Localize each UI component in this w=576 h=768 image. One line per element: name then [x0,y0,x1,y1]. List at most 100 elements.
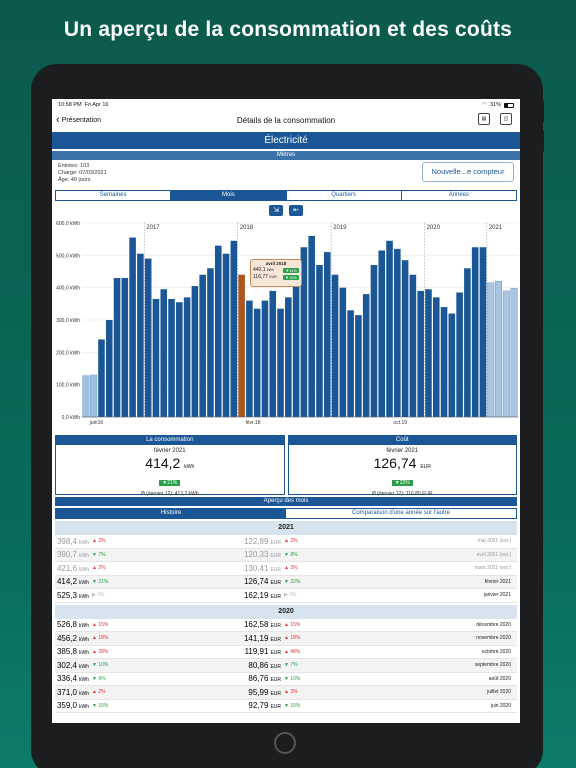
row-kwh-unit: kWh [79,704,89,711]
year-marker-label: 2021 [489,225,503,231]
chart-bar [98,339,105,417]
row-eur: 95,99 [248,687,269,697]
row-kwh-unit: kWh [79,677,89,684]
back-button[interactable]: ‹ Présentation [56,114,101,126]
month-row[interactable]: 336,4 kWh ▼ 9% 86,76 EUR ▼ 10% août 2020 [55,673,517,686]
chart-bar [502,290,510,418]
chart-bar [362,294,370,417]
meter-info-panel: Entrées: 103 Charge: 07/03/2021 Âge: 40 … [52,160,520,188]
tab-year-comparison[interactable]: Comparaison d'une année sur l'autre [351,510,451,516]
chart-toolbar: ⇲ ⇤ [52,203,520,217]
chart-bar [253,308,261,417]
row-eur-unit: EUR [270,690,281,697]
row-kwh-change-value: 18% [98,635,109,642]
chart-bar [144,258,152,417]
row-kwh-cell: 302,4 kWh [55,661,89,670]
row-month: mai 2021 (est.) [477,538,511,545]
row-eur-change: ▼ 10% [284,675,301,682]
row-month: août 2020 [488,675,511,682]
year-marker-label: 2019 [333,225,347,231]
row-month: janvier 2021 [483,592,511,599]
tab-history[interactable]: Histoire [56,509,286,518]
chart-bar [207,268,214,417]
chart-bar [129,237,136,417]
row-eur-change: ▲ 3% [284,565,298,572]
row-kwh-unit: kWh [79,539,89,546]
month-row[interactable]: 525,3 kWh ▶ 0% 162,19 EUR ▶ 0% janvier 2021 [55,589,517,603]
chart-zoom-icon[interactable]: ⇲ [269,204,283,216]
month-row[interactable]: 398,4 kWh ▲ 2% 122,89 EUR ▲ 2% mai 2021 (est.) [55,535,517,549]
tooltip-kwh-change: ▼11% [283,267,299,273]
row-eur: 126,74 [243,577,269,587]
cost-value: 126,74 [373,455,417,471]
overview-header: Aperçu des mois [55,497,517,506]
x-tick-label: févr.18 [246,420,261,426]
tab-years[interactable]: Années [448,192,470,198]
row-eur-change: ▼ 15% [284,702,301,709]
pdf-export-icon[interactable]: ▤ [478,113,490,125]
tab-weeks[interactable]: Semaines [56,191,172,200]
chart-bar [331,274,339,417]
meter-icon[interactable]: ◫ [500,113,512,125]
consumption-period: février 2021 [153,448,186,454]
row-eur-change-value: 18% [290,635,301,642]
row-eur-change: ▲ 15% [284,621,301,628]
row-eur-change: ▶ 0% [284,592,297,599]
consumption-chart[interactable]: 0,0 kWh 100,0 kWh 200,0 kWh 300,0 kWh 400,0 … [52,217,520,433]
month-row[interactable]: 302,4 kWh ▼ 10% 80,86 EUR ▼ 7% septembre 2020 [55,659,517,673]
row-kwh-change: ▼ 21% [92,578,109,585]
row-kwh: 371,0 [56,687,77,697]
row-eur: 119,91 [244,647,269,657]
status-time: 10:58 PM [58,102,82,108]
month-row[interactable]: 414,2 kWh ▼ 21% 126,74 EUR ▼ 22% février 2021 [55,575,517,589]
chart-bar [316,265,323,417]
chart-bar [370,265,378,417]
tab-months[interactable]: Mois [171,191,287,200]
month-row[interactable]: 390,7 kWh ▼ 7% 120,33 EUR ▼ 8% avril 2021 (est… [55,548,517,562]
consumption-card: La consommation février 2021 414,2 kWh ▼… [55,435,285,497]
row-eur-unit: EUR [270,663,281,670]
chart-bar [323,252,331,417]
row-kwh-change: ▲ 15% [92,621,109,628]
tooltip-eur-change-value: 10% [288,274,297,280]
chart-bar [105,320,113,417]
chart-scroll-icon[interactable]: ⇤ [289,204,303,216]
chart-bar [495,280,503,418]
row-kwh: 385,8 [56,647,77,657]
row-eur-unit: EUR [270,677,281,684]
row-kwh-change: ▼ 7% [92,551,106,558]
row-eur-change-value: 22% [290,578,301,585]
row-kwh: 390,7 [56,550,77,560]
tooltip-eur-change: ▼10% [283,274,299,280]
month-row[interactable]: 385,8 kWh ▲ 28% 119,91 EUR ▲ 48% octobre 2020 [55,646,517,659]
row-kwh-cell: 385,8 kWh [55,647,89,656]
status-date: Fri Apr 16 [84,102,109,108]
consumption-value: 414,2 [145,455,181,471]
chart-bar [440,307,448,417]
new-meter-button[interactable]: Nouvelle...e compteur [422,162,514,182]
home-button[interactable] [274,732,296,754]
side-button [540,130,544,152]
row-kwh: 526,8 [56,620,77,630]
cost-period: février 2021 [386,448,419,454]
status-bar: 10:58 PM Fri Apr 16 ◠ 31% [52,100,520,110]
y-tick-label: 100,0 kWh [56,383,80,389]
row-kwh-cell: 398,4 kWh [55,537,89,546]
tab-quarters[interactable]: Quartiers [287,191,402,200]
month-row[interactable]: 421,6 kWh ▲ 2% 130,41 EUR ▲ 3% mars 2021 (est.… [55,562,517,576]
month-row[interactable]: 526,8 kWh ▲ 15% 162,58 EUR ▲ 15% décembre 2020 [55,619,517,632]
chart-bar [448,313,456,417]
consumption-header: La consommation [56,436,284,445]
chart-bar [137,253,144,417]
chart-bar [300,247,308,417]
row-kwh-change-value: 2% [98,538,106,545]
row-eur-cell: 126,74 EUR [239,577,281,586]
back-label: Présentation [61,116,101,124]
month-row[interactable]: 456,2 kWh ▲ 18% 141,19 EUR ▲ 18% novembre 2020 [55,632,517,646]
month-row[interactable]: 359,0 kWh ▼ 15% 92,79 EUR ▼ 15% juin 2020 [55,700,517,713]
row-eur-change-value: 48% [290,648,301,655]
month-row[interactable]: 371,0 kWh ▲ 2% 95,99 EUR ▲ 3% juillet 2020 [55,686,517,700]
row-month: juillet 2020 [487,689,511,696]
meter-age: Âge: 40 jours [58,177,91,183]
row-eur-change-value: 3% [290,565,298,572]
